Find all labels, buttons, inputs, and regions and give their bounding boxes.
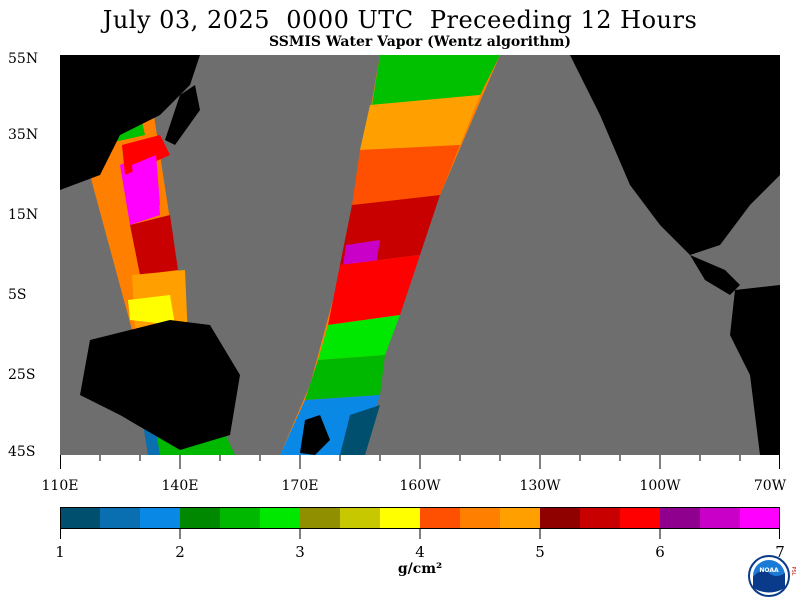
land-east-asia bbox=[60, 55, 200, 190]
colorbar bbox=[60, 507, 780, 529]
colorbar-segment bbox=[100, 507, 141, 529]
colorbar-units: g/cm² bbox=[397, 561, 443, 577]
colorbar-ticks bbox=[60, 529, 780, 539]
lat-label-55n: 55N bbox=[8, 51, 39, 67]
water-vapor-map bbox=[60, 55, 780, 455]
colorbar-segment bbox=[180, 507, 221, 529]
colorbar-label-1: 1 bbox=[55, 543, 65, 561]
lon-label-140e: 140E bbox=[161, 478, 199, 494]
lat-label-35n: 35N bbox=[8, 127, 39, 143]
map-title: July 03, 2025 0000 UTC Preceeding 12 Hou… bbox=[102, 6, 698, 34]
colorbar-segment bbox=[140, 507, 181, 529]
lon-label-160w: 160W bbox=[399, 478, 441, 494]
colorbar-segment bbox=[420, 507, 461, 529]
noaa-logo: NOAA PSL bbox=[748, 555, 796, 597]
colorbar-label-5: 5 bbox=[535, 543, 545, 561]
land-new-zealand bbox=[300, 415, 330, 455]
colorbar-segment bbox=[620, 507, 661, 529]
colorbar-label-2: 2 bbox=[175, 543, 185, 561]
lon-label-170e: 170E bbox=[281, 478, 319, 494]
colorbar-segment bbox=[500, 507, 541, 529]
psl-logo-text: PSL bbox=[790, 567, 796, 576]
lon-label-130w: 130W bbox=[519, 478, 561, 494]
swath-west bbox=[90, 103, 188, 340]
land-south-america bbox=[730, 285, 780, 455]
colorbar-segment bbox=[60, 507, 101, 529]
noaa-logo-text: NOAA bbox=[759, 567, 779, 574]
colorbar-segment bbox=[380, 507, 421, 529]
land-north-america bbox=[570, 55, 780, 255]
lon-label-70w: 70W bbox=[753, 478, 787, 494]
colorbar-segment bbox=[300, 507, 341, 529]
land-japan bbox=[165, 85, 200, 145]
colorbar-segment bbox=[220, 507, 261, 529]
colorbar-label-3: 3 bbox=[295, 543, 305, 561]
lat-label-45s: 45S bbox=[8, 444, 36, 460]
colorbar-segment bbox=[580, 507, 621, 529]
colorbar-segment bbox=[540, 507, 581, 529]
lon-ticks bbox=[60, 455, 780, 469]
colorbar-segment bbox=[260, 507, 301, 529]
land-australia bbox=[80, 320, 240, 450]
land bbox=[60, 55, 780, 455]
colorbar-label-6: 6 bbox=[655, 543, 665, 561]
colorbar-label-4: 4 bbox=[415, 543, 425, 561]
lat-label-15n: 15N bbox=[8, 207, 39, 223]
lon-label-100w: 100W bbox=[639, 478, 681, 494]
colorbar-label-7: 7 bbox=[775, 543, 785, 561]
colorbar-border bbox=[60, 507, 780, 529]
colorbar-segment bbox=[340, 507, 381, 529]
lon-label-110e: 110E bbox=[41, 478, 79, 494]
land-central-america bbox=[690, 255, 740, 295]
map-subtitle: SSMIS Water Vapor (Wentz algorithm) bbox=[268, 34, 572, 50]
colorbar-segment bbox=[460, 507, 501, 529]
colorbar-segment bbox=[660, 507, 701, 529]
colorbar-segment bbox=[740, 507, 780, 529]
colorbar-segment bbox=[700, 507, 741, 529]
lat-label-25s: 25S bbox=[8, 367, 36, 383]
lat-label-5s: 5S bbox=[8, 287, 27, 303]
